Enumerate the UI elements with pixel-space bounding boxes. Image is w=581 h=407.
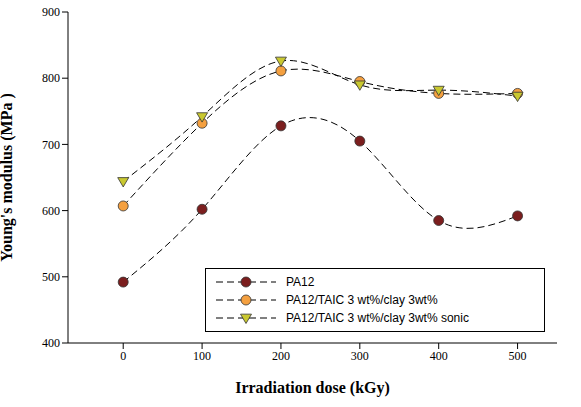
svg-text:0: 0 <box>120 349 126 363</box>
svg-text:800: 800 <box>42 71 60 85</box>
svg-text:100: 100 <box>193 349 211 363</box>
html-text:PA12/TAIC 3 wt%/clay 3wt% soni: PA12/TAIC 3 wt%/clay 3wt% sonic <box>286 311 469 325</box>
svg-text:200: 200 <box>272 349 290 363</box>
svg-text:Young's modulus (MPa ): Young's modulus (MPa ) <box>8 93 16 261</box>
svg-text:Irradiation dose (kGy): Irradiation dose (kGy) <box>235 379 390 397</box>
html-text:PA12/TAIC 3 wt%/clay 3wt%: PA12/TAIC 3 wt%/clay 3wt% <box>286 293 438 307</box>
svg-text:600: 600 <box>42 204 60 218</box>
svg-text:300: 300 <box>351 349 369 363</box>
svg-text:900: 900 <box>42 5 60 19</box>
html-text:PA12: PA12 <box>286 275 315 289</box>
svg-text:400: 400 <box>42 336 60 350</box>
svg-text:500: 500 <box>509 349 527 363</box>
svg-text:700: 700 <box>42 138 60 152</box>
svg-text:400: 400 <box>430 349 448 363</box>
svg-text:500: 500 <box>42 270 60 284</box>
